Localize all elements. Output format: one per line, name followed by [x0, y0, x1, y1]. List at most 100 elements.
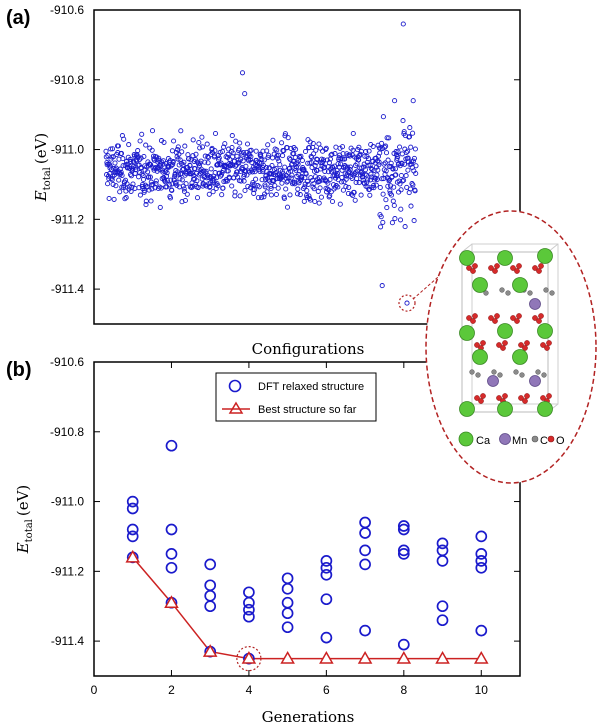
config-point — [293, 146, 299, 152]
config-point — [118, 150, 125, 156]
dft-relaxed-points — [126, 439, 488, 665]
config-point — [306, 145, 312, 151]
config-point — [407, 125, 413, 131]
config-point — [281, 195, 287, 202]
config-point — [181, 159, 187, 165]
config-point — [364, 179, 370, 185]
config-point — [366, 148, 372, 154]
config-point — [347, 164, 354, 170]
best-point — [473, 651, 489, 664]
panel-a-ylabel: Etotal (eV) — [32, 133, 53, 203]
config-point — [325, 180, 331, 186]
o-atom — [478, 398, 484, 404]
config-point — [384, 135, 390, 141]
config-point — [403, 149, 409, 155]
config-point — [385, 183, 391, 189]
inset-label-c: C — [540, 435, 548, 447]
mn-atom-icon — [499, 433, 511, 445]
config-point — [132, 167, 139, 173]
config-point — [388, 183, 394, 189]
config-point — [109, 177, 115, 183]
config-point — [316, 141, 322, 147]
config-point — [218, 160, 224, 166]
config-point — [408, 144, 414, 150]
panel-a-ylabel-main: E — [32, 190, 50, 202]
config-point — [208, 166, 214, 172]
config-point — [380, 114, 386, 120]
config-point — [204, 141, 210, 147]
config-point — [347, 167, 353, 173]
ca-atom — [497, 250, 513, 266]
config-point — [393, 149, 399, 155]
o-atom — [524, 393, 530, 399]
o-atom — [540, 342, 546, 348]
o-atom — [470, 268, 476, 274]
best-point — [241, 651, 257, 664]
config-point — [259, 156, 265, 162]
config-point — [262, 184, 268, 190]
config-point — [312, 163, 318, 169]
config-point — [282, 164, 288, 170]
config-point — [371, 167, 377, 173]
o-atom — [532, 315, 538, 321]
o-atom — [516, 313, 522, 319]
best-point — [396, 651, 412, 664]
config-point — [316, 200, 322, 206]
panel-b-x-tick-label: 2 — [168, 683, 175, 697]
config-point — [196, 139, 202, 146]
config-point — [281, 148, 287, 154]
config-point — [313, 160, 319, 166]
config-point — [380, 191, 386, 197]
ca-atom — [472, 277, 488, 293]
config-point — [173, 179, 179, 185]
o-atom — [480, 340, 486, 346]
config-point — [362, 153, 368, 159]
config-point — [170, 161, 176, 167]
config-point — [178, 128, 184, 134]
config-point — [354, 176, 360, 182]
mn-atom — [487, 375, 499, 387]
dft-point — [126, 523, 139, 536]
config-point — [235, 157, 241, 163]
config-point — [288, 145, 294, 151]
config-point — [308, 159, 314, 166]
config-point — [183, 181, 189, 187]
config-point — [219, 148, 225, 155]
config-point — [261, 157, 267, 163]
config-point — [393, 172, 399, 178]
config-point — [299, 157, 305, 164]
o-atom — [472, 313, 478, 319]
panel-a-y-tick-label: -911.2 — [51, 212, 84, 226]
config-point — [138, 165, 144, 171]
config-point — [398, 187, 404, 193]
c-atom — [527, 290, 533, 296]
config-point — [288, 175, 294, 181]
config-point — [389, 220, 395, 226]
ca-atom — [537, 401, 553, 417]
config-point — [211, 176, 217, 182]
config-point — [115, 143, 121, 149]
config-point — [332, 151, 338, 157]
config-point — [122, 196, 128, 202]
config-point — [253, 148, 259, 154]
config-point — [376, 162, 382, 168]
config-point — [128, 173, 134, 179]
config-point — [120, 156, 126, 162]
config-point — [210, 189, 216, 195]
config-point — [182, 143, 188, 149]
config-point — [145, 169, 151, 175]
ca-atom — [459, 325, 475, 341]
config-point — [386, 135, 392, 141]
panel-b-y-tick-label: -910.6 — [50, 355, 84, 369]
config-point — [256, 184, 262, 190]
o-atom — [514, 318, 520, 324]
o-atom — [470, 318, 476, 324]
config-point — [285, 178, 291, 184]
config-point — [299, 174, 305, 180]
config-point — [190, 153, 196, 159]
config-point — [297, 154, 303, 161]
c-atom — [491, 369, 497, 375]
config-point — [252, 169, 258, 175]
config-point — [329, 151, 335, 157]
panel-b-y-tick-label: -911.0 — [51, 495, 84, 509]
